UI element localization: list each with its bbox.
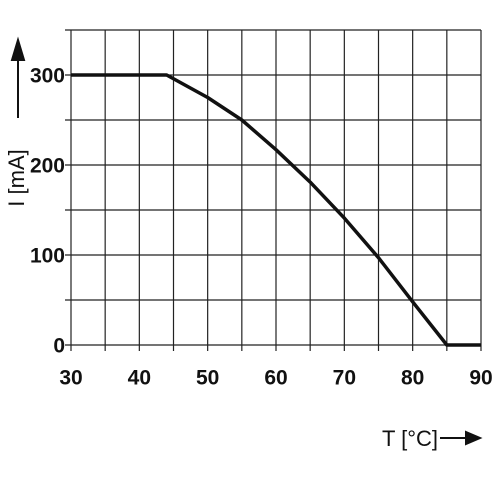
x-tick-label: 80 bbox=[401, 367, 424, 390]
y-tick-label: 0 bbox=[53, 335, 65, 358]
x-tick-label: 50 bbox=[196, 367, 219, 390]
x-tick-label: 60 bbox=[264, 367, 287, 390]
y-tick-label: 100 bbox=[30, 245, 65, 268]
y-tick-label: 300 bbox=[30, 65, 65, 88]
x-axis-title: T [°C] bbox=[382, 426, 438, 451]
data-line bbox=[71, 73, 481, 347]
x-arrow bbox=[440, 430, 483, 446]
y-axis-title: I [mA] bbox=[4, 149, 29, 206]
y-arrow bbox=[10, 36, 26, 118]
x-tick-label: 90 bbox=[469, 367, 492, 390]
x-tick-label: 30 bbox=[59, 367, 82, 390]
x-tick-label: 40 bbox=[128, 367, 151, 390]
x-tick-label: 70 bbox=[333, 367, 356, 390]
y-tick-label: 200 bbox=[30, 155, 65, 178]
